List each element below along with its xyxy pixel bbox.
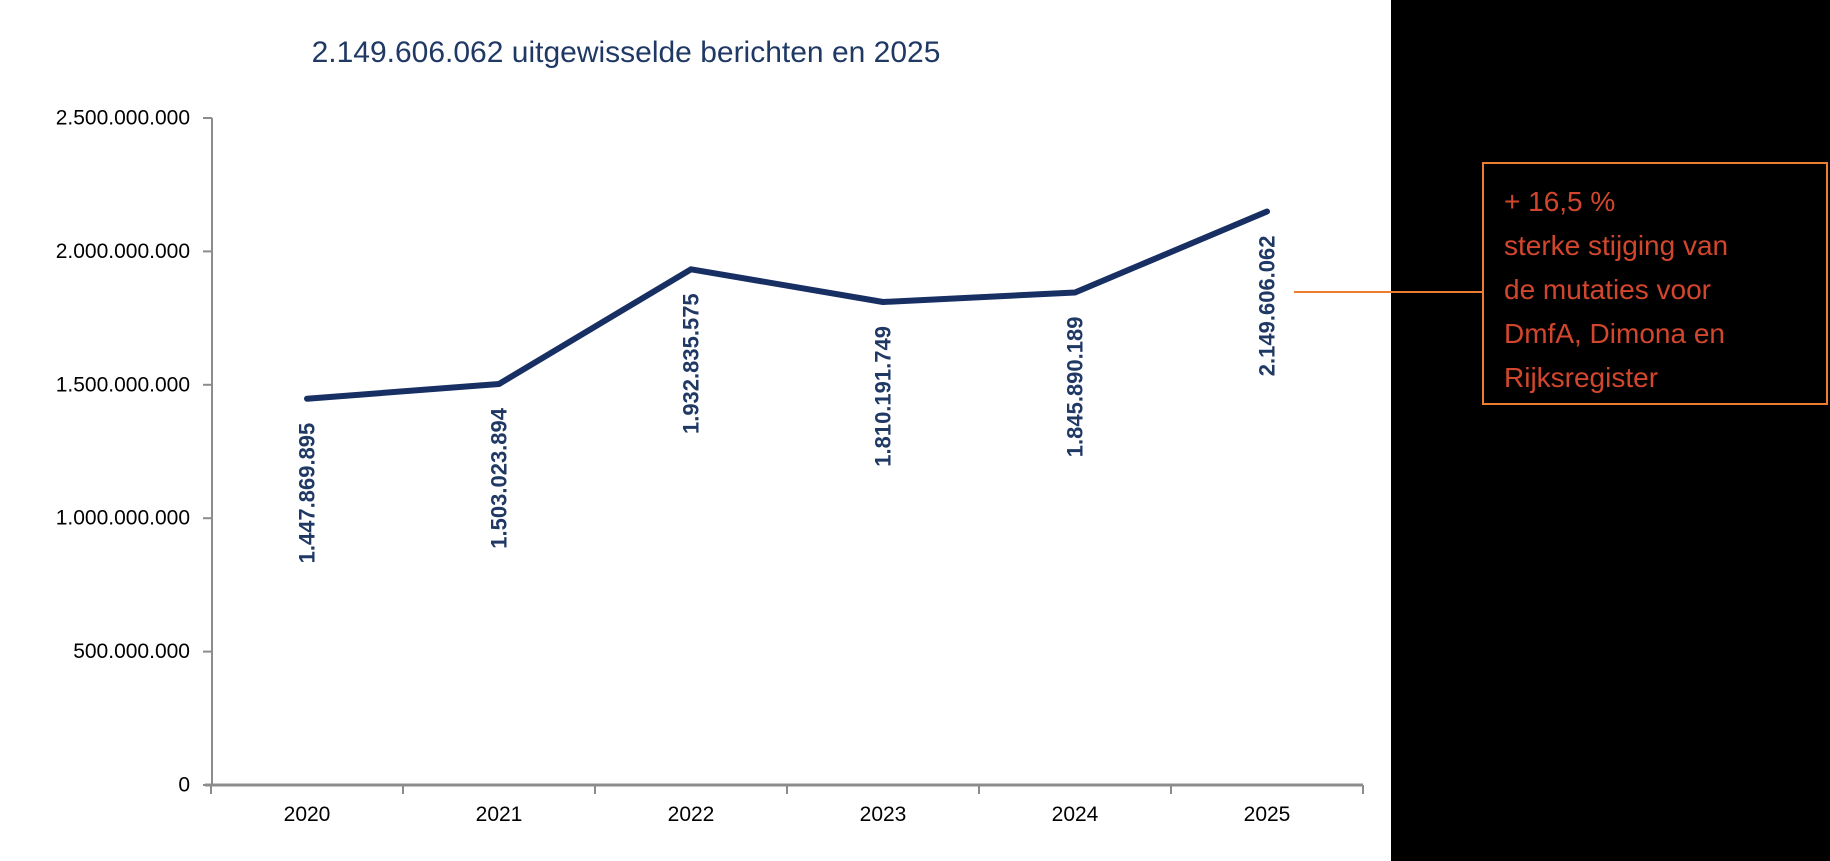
x-axis-tick-label: 2023 (860, 803, 907, 826)
data-point-label: 2.149.606.062 (1255, 235, 1280, 376)
annotation-callout-box: + 16,5 % sterke stijging van de mutaties… (1482, 162, 1828, 405)
annotation-line-1: + 16,5 % (1504, 186, 1616, 217)
y-axis-tick-label: 2.000.000.000 (56, 240, 190, 263)
annotation-line-3: de mutaties voor (1504, 274, 1711, 305)
x-axis-tick-label: 2021 (476, 803, 523, 826)
annotation-connector-line (1294, 291, 1482, 293)
x-axis-tick-label: 2025 (1244, 803, 1291, 826)
x-axis-tick-label: 2022 (668, 803, 715, 826)
y-axis-tick-label: 1.000.000.000 (56, 507, 190, 530)
data-point-label: 1.932.835.575 (679, 293, 704, 434)
line-chart: 0 500.000.000 1.000.000.000 1.500.000.000 2.… (56, 107, 1364, 826)
x-axis-tick-label: 2024 (1052, 803, 1099, 826)
data-point-label: 1.845.890.189 (1063, 317, 1088, 458)
x-axis-tick-label: 2020 (284, 803, 331, 826)
data-point-label: 1.810.191.749 (871, 326, 896, 467)
data-series-line (304, 208, 1270, 402)
annotation-line-2: sterke stijging van (1504, 230, 1729, 261)
y-axis-tick-label: 0 (178, 774, 190, 797)
y-axis-tick-label: 1.500.000.000 (56, 373, 190, 396)
chart-title: 2.149.606.062 uitgewisselde berichten en… (311, 36, 941, 69)
right-black-panel (1391, 0, 1830, 861)
data-point-label: 1.503.023.894 (487, 407, 512, 548)
data-point-label: 1.447.869.895 (295, 423, 320, 564)
y-axis-tick-label: 500.000.000 (73, 640, 190, 663)
annotation-line-5: Rijksregister (1504, 362, 1659, 393)
y-axis-tick-label: 2.500.000.000 (56, 107, 190, 130)
annotation-line-4: DmfA, Dimona en (1504, 318, 1725, 349)
